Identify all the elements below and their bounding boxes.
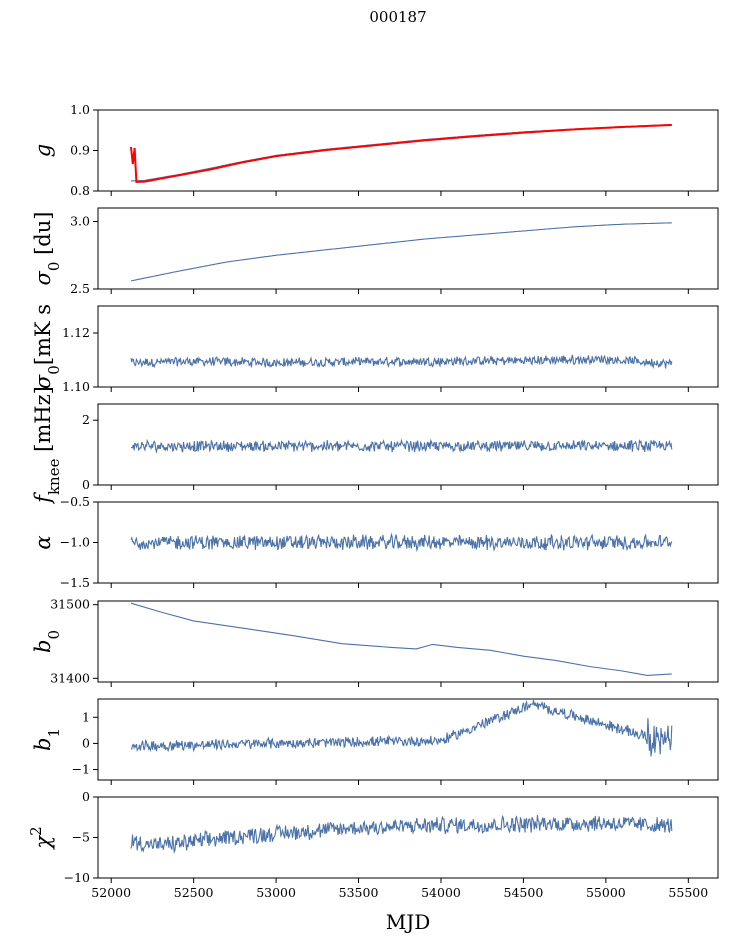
panel-sigma0_du: 2.5 3.0 σ0 [du] — [31, 207, 719, 296]
x-tick-label: 53000 — [256, 885, 296, 900]
axes-frame — [97, 501, 719, 584]
x-tick-label: 54500 — [504, 885, 544, 900]
panel-b1: −1 0 1 b1 — [31, 698, 719, 785]
x-tick-label: 54000 — [421, 885, 461, 900]
y-axis-label-fknee: fknee [mHz] — [31, 386, 63, 505]
axes-frame — [97, 403, 719, 486]
series-line-b0-0 — [130, 602, 672, 676]
y-tick-label: 0.8 — [70, 183, 90, 198]
y-tick-label: −10 — [64, 870, 90, 885]
x-tick-label: 52000 — [91, 885, 131, 900]
y-axis-label-alpha: α — [31, 535, 55, 549]
x-tick-label: 53500 — [339, 885, 379, 900]
series-line-alpha-0 — [130, 532, 673, 553]
axes-frame — [97, 698, 719, 781]
panel-alpha: −1.5 −1.0 −0.5 α — [31, 494, 719, 590]
y-tick-label: 0 — [82, 789, 90, 804]
panel-chi2: −10 −5 0 52000 52500 53000 53500 54000 54500 5500… — [27, 789, 719, 900]
y-axis-label-sigma0_du: σ0 [du] — [31, 212, 63, 286]
y-tick-label: 0.9 — [70, 143, 90, 158]
y-tick-label: 31500 — [50, 597, 90, 612]
panel-g: 0.8 0.9 1.0 g — [31, 102, 719, 198]
panel-fknee: 0 2 fknee [mHz] — [31, 386, 719, 505]
y-tick-label: 0 — [82, 735, 90, 750]
x-tick-label: 52500 — [174, 885, 214, 900]
axes-frame — [97, 109, 719, 192]
x-axis-label: MJD — [386, 910, 431, 934]
y-tick-label: −1.0 — [60, 535, 90, 550]
y-axis-label-b0: b0 — [31, 630, 63, 653]
y-tick-label: 31400 — [50, 670, 90, 685]
panel-b0: 31400 31500 b0 — [31, 597, 719, 687]
x-tick-label: 55000 — [586, 885, 626, 900]
x-tick-label: 55500 — [668, 885, 708, 900]
axes-frame — [97, 305, 719, 388]
y-axis-label-sigma0_mK: σ0[mK s — [31, 304, 63, 389]
y-tick-label: 1 — [82, 709, 90, 724]
y-tick-label: −1 — [72, 762, 90, 777]
series-line-sigma0_du-0 — [130, 222, 672, 282]
y-tick-label: −5 — [72, 830, 90, 845]
y-tick-label: 3.0 — [70, 214, 90, 229]
series-line-g-0 — [130, 124, 672, 182]
axes-frame — [97, 207, 719, 290]
series-line-g-1 — [130, 124, 672, 183]
y-axis-label-g: g — [31, 144, 55, 157]
y-tick-label: 2.5 — [70, 281, 90, 296]
series-line-b1-0 — [130, 700, 673, 757]
axes-frame — [97, 600, 719, 683]
y-tick-label: 1.12 — [62, 325, 90, 340]
y-tick-label: −1.5 — [60, 575, 90, 590]
y-tick-label: 1.10 — [62, 379, 90, 394]
y-tick-label: 2 — [82, 412, 90, 427]
y-axis-label-chi2: χ2 — [27, 826, 55, 850]
y-tick-label: 1.0 — [70, 102, 90, 117]
series-line-sigma0_mK-0 — [130, 354, 673, 370]
series-line-chi2-0 — [130, 814, 673, 855]
y-tick-label: 0 — [82, 477, 90, 492]
series-line-fknee-0 — [130, 438, 673, 454]
figure-title: 000187 — [369, 8, 426, 26]
y-tick-label: −0.5 — [60, 494, 90, 509]
y-axis-label-b1: b1 — [31, 728, 63, 751]
